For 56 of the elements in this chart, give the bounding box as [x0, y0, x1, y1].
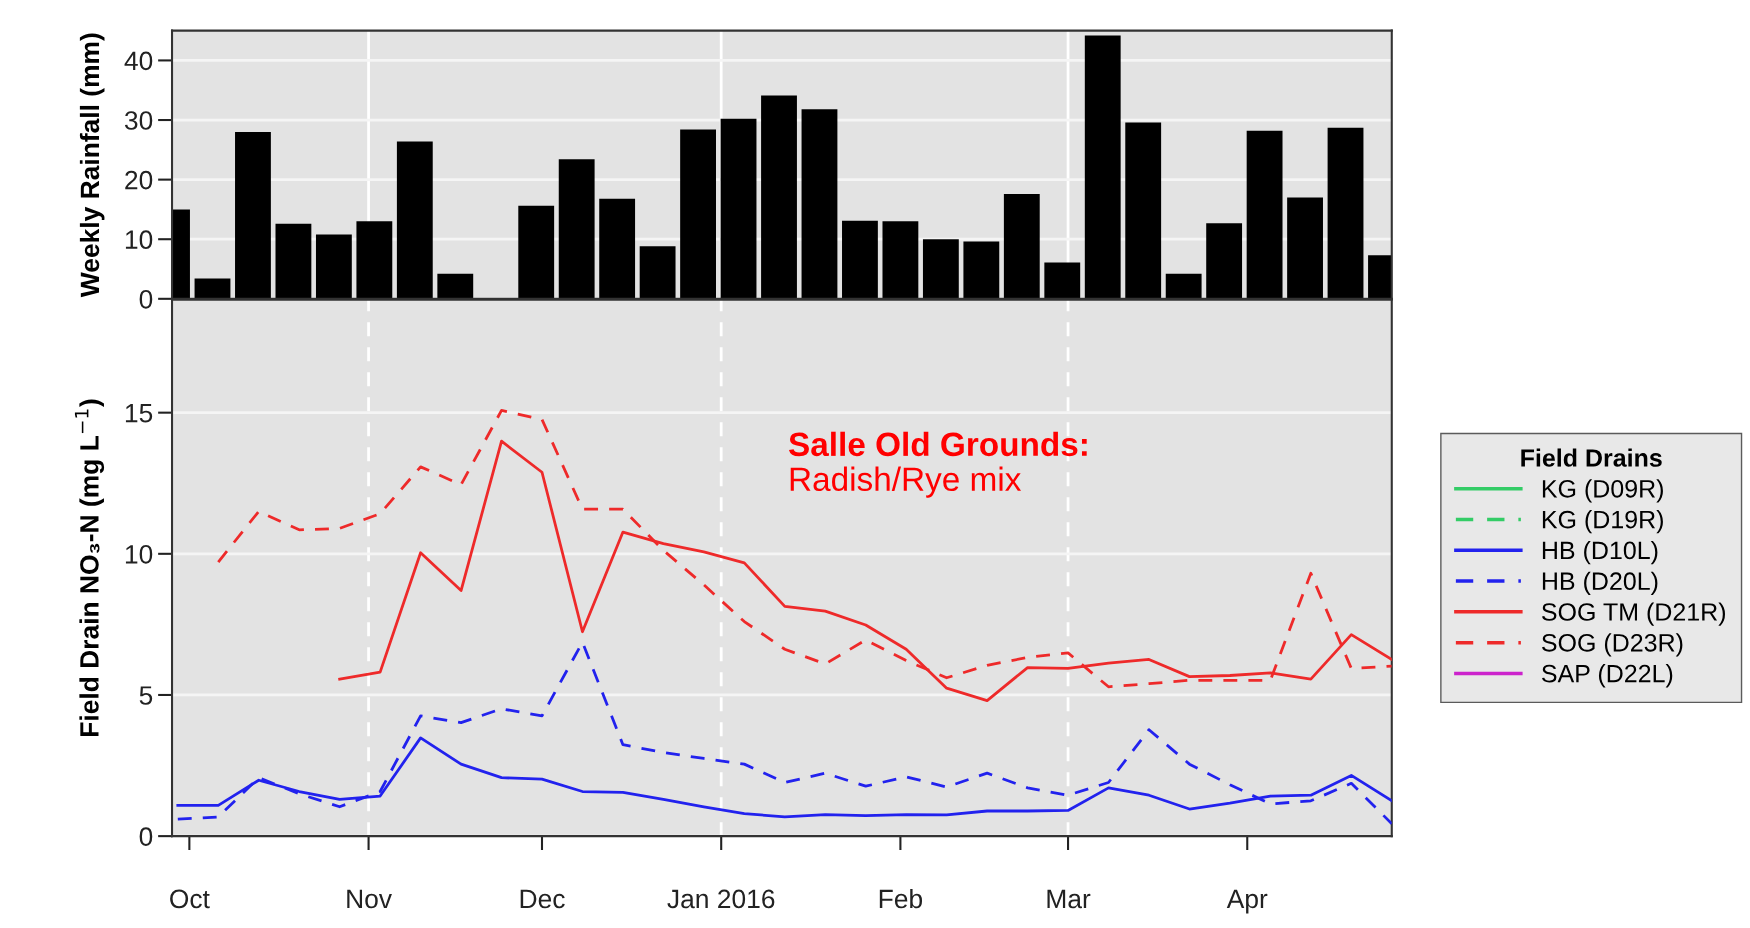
bar: [396, 141, 433, 299]
bar: [801, 109, 838, 299]
bar: [315, 234, 352, 299]
x-tick-label: Mar: [1047, 889, 1091, 909]
y-axis-title: Field Drain NO₃-N (mg L$^{−1}$): [74, 399, 105, 736]
x-tick-label: Feb: [879, 888, 923, 909]
bar: [275, 223, 312, 299]
y-tick-label: 0: [139, 827, 153, 846]
bar: [518, 205, 555, 299]
legend-label: SOG (D23R): [1542, 633, 1683, 657]
legend-label: KG (D19R): [1542, 510, 1663, 534]
bar: [720, 118, 757, 299]
bar: [761, 95, 797, 299]
bar: [882, 221, 919, 299]
legend-title: Field Drains: [1521, 448, 1662, 467]
bar: [1206, 223, 1243, 299]
y-tick-label: 30: [124, 111, 153, 130]
bar: [194, 278, 231, 299]
y-tick-label: 5: [139, 686, 153, 705]
bar: [922, 239, 959, 299]
bar: [235, 131, 271, 299]
bar: [1327, 127, 1364, 299]
legend-label: HB (D20L): [1542, 571, 1658, 595]
bar: [1125, 122, 1162, 299]
annotation: Radish/Rye mix: [790, 466, 1022, 498]
y-tick-label: 10: [125, 544, 153, 564]
bar: [1084, 35, 1121, 299]
bar: [599, 198, 636, 299]
bar: [437, 273, 474, 299]
x-tick-label: Jan 2016: [667, 889, 775, 909]
legend-label: SAP (D22L): [1542, 664, 1673, 688]
bar: [558, 159, 595, 299]
bar: [356, 221, 393, 299]
bar: [680, 129, 716, 299]
y-axis-title: Weekly Rainfall (mm): [79, 33, 105, 298]
bar: [1165, 273, 1202, 299]
x-tick-label: Nov: [347, 889, 392, 909]
bar: [963, 241, 1000, 299]
annotation: Salle Old Grounds:: [788, 431, 1087, 457]
x-tick-label: Apr: [1226, 889, 1268, 914]
y-tick-label: 40: [124, 51, 153, 71]
x-tick-label: Oct: [170, 889, 210, 909]
legend-label: SOG TM (D21R): [1542, 602, 1725, 626]
y-tick-label: 15: [125, 404, 153, 423]
y-tick-label: 10: [125, 230, 153, 250]
bar: [1287, 197, 1323, 299]
bar: [1044, 262, 1081, 299]
bar: [639, 246, 676, 299]
bar: [1003, 193, 1040, 299]
legend-label: KG (D09R): [1542, 479, 1663, 503]
legend-label: HB (D10L): [1542, 540, 1658, 565]
x-tick-label: Dec: [520, 889, 565, 909]
y-tick-label: 0: [139, 289, 153, 309]
bar: [842, 220, 878, 299]
y-tick-label: 20: [125, 170, 153, 190]
bar: [1246, 130, 1283, 299]
